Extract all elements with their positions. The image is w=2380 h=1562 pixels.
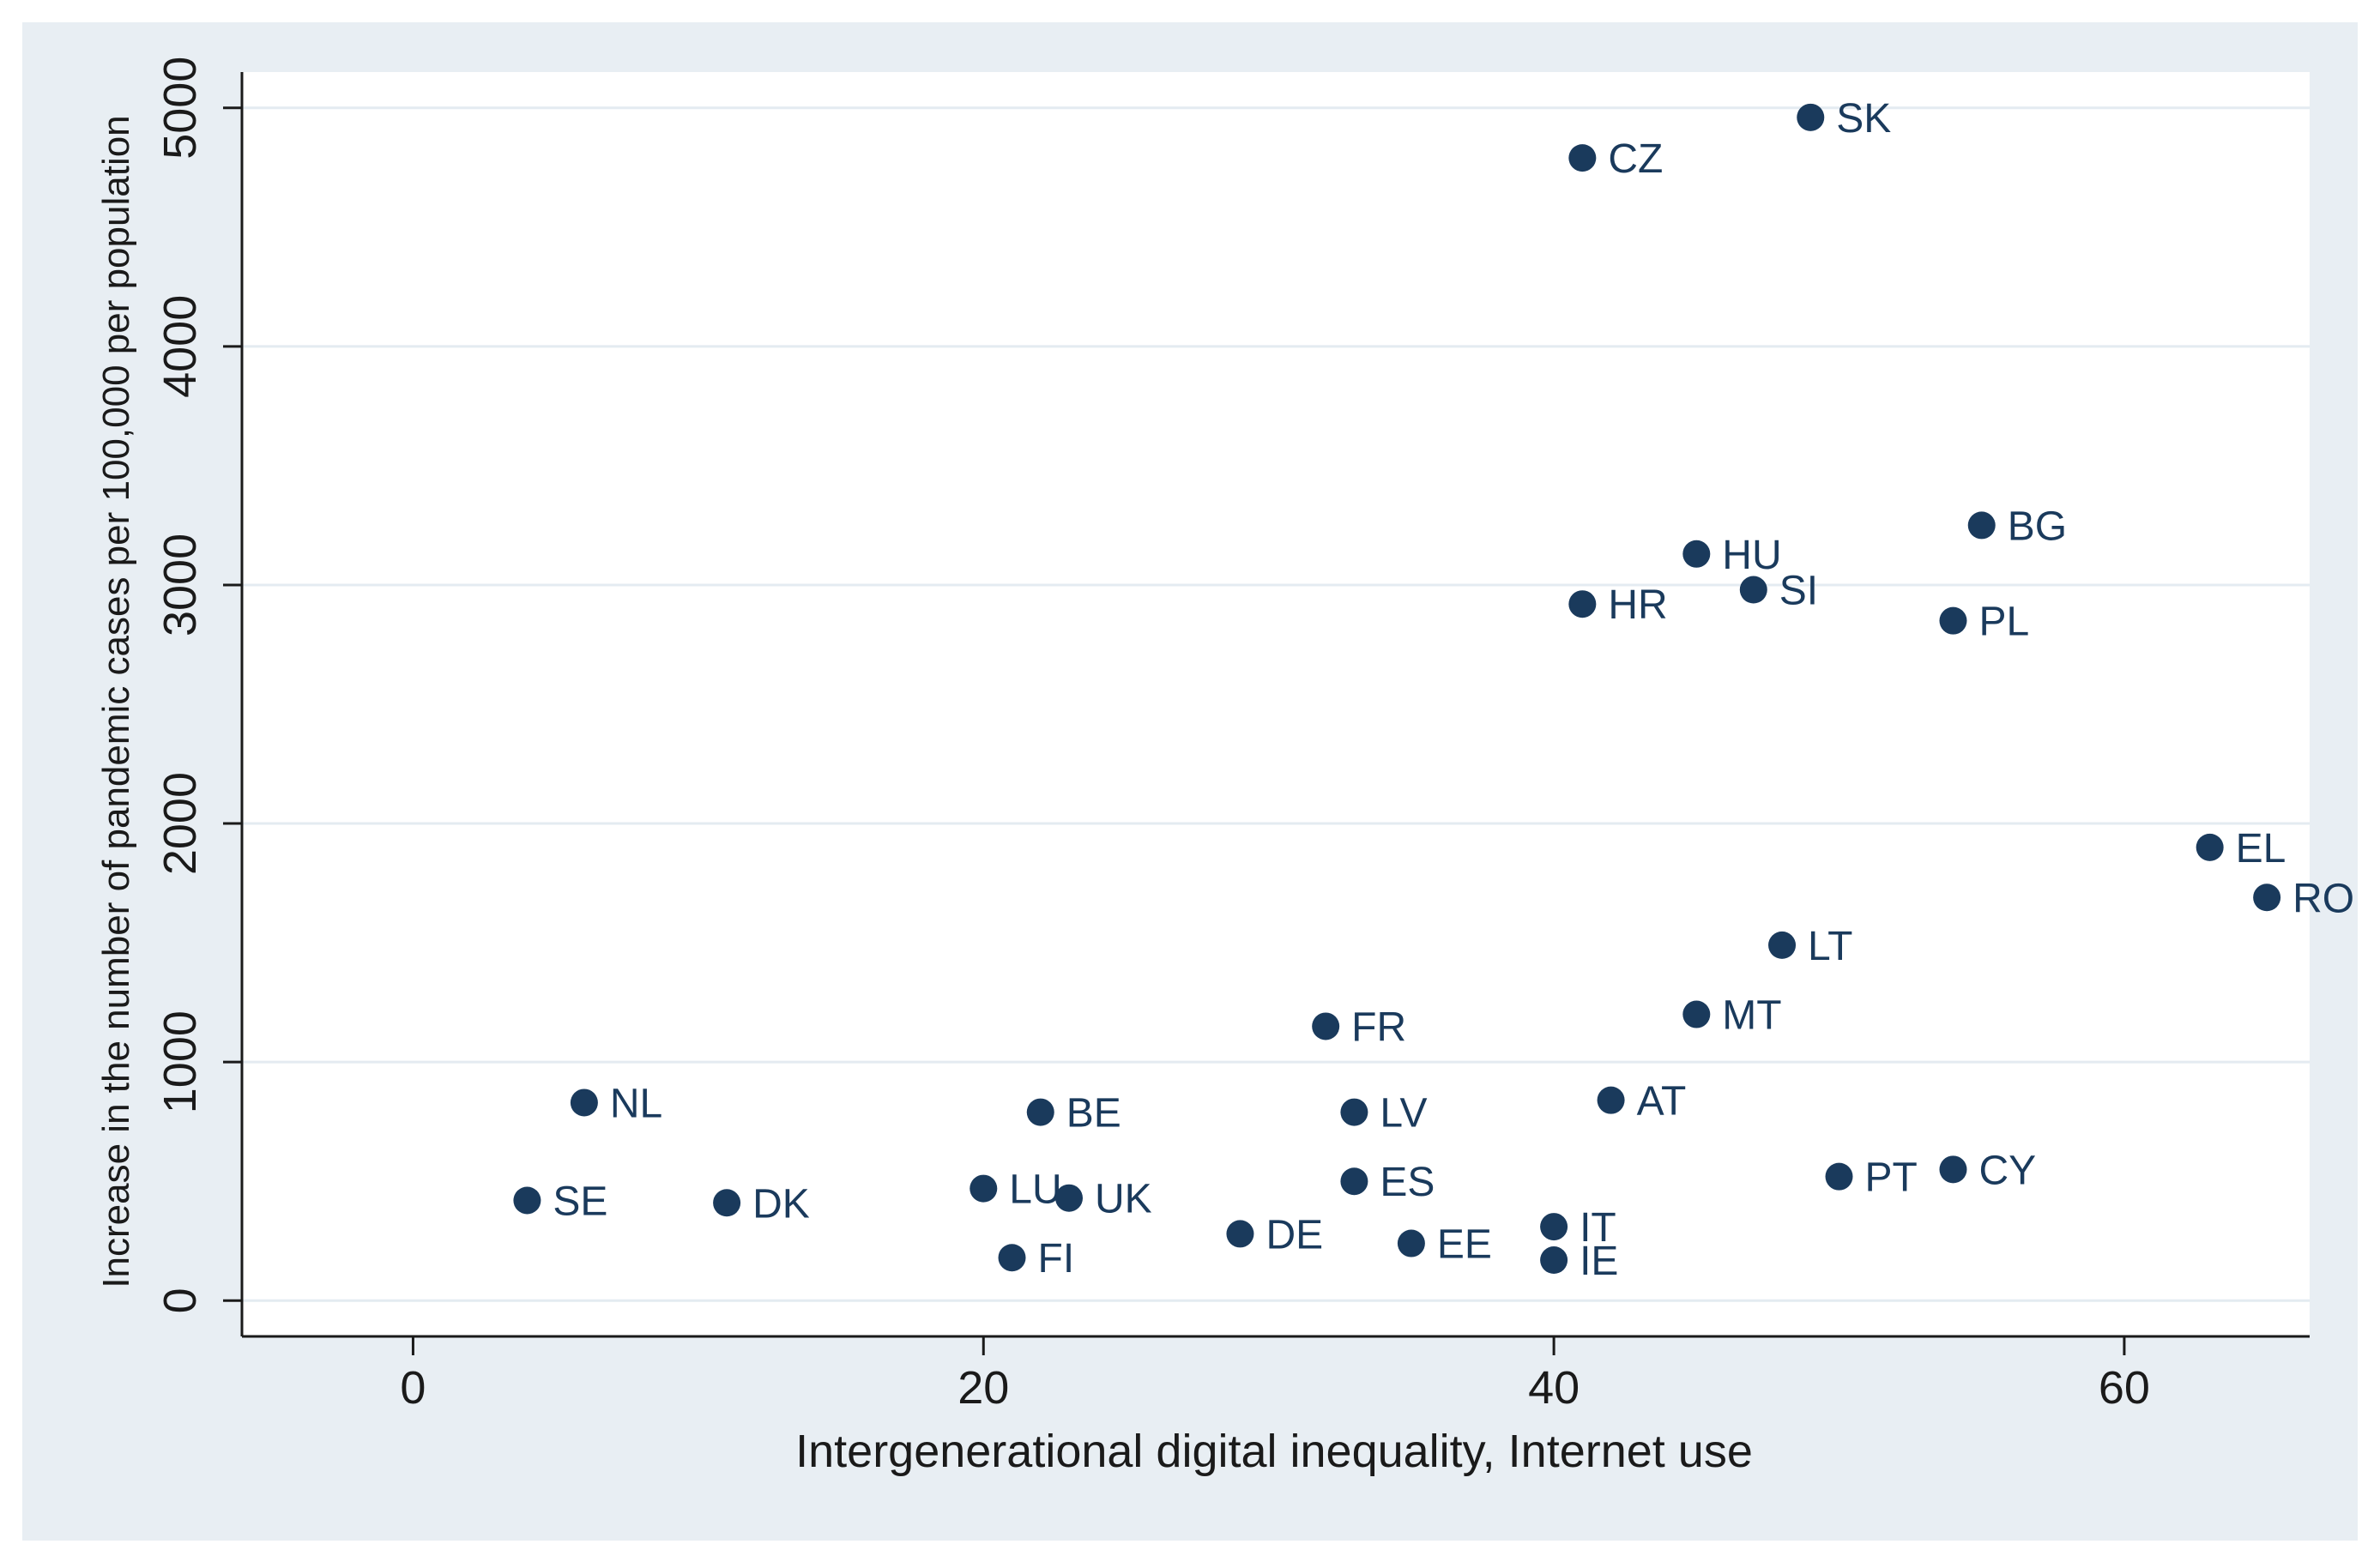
point-label-at: AT <box>1637 1079 1687 1125</box>
point-pl <box>1939 606 1967 635</box>
point-label-sk: SK <box>1836 96 1891 142</box>
x-axis-title: Intergenerational digital inequality, In… <box>795 1426 1753 1477</box>
point-ro <box>2253 884 2281 912</box>
point-ie <box>1540 1246 1568 1275</box>
y-ticks: 0 1000 2000 3000 4000 5000 <box>154 57 242 1313</box>
point-label-cy: CY <box>1978 1148 2036 1193</box>
point-label-se: SE <box>553 1179 607 1224</box>
point-ee <box>1397 1229 1425 1257</box>
y-tick-label-3000: 3000 <box>154 534 206 636</box>
x-tick-label-60: 60 <box>2099 1362 2150 1414</box>
point-label-si: SI <box>1779 569 1818 614</box>
point-label-ee: EE <box>1437 1222 1492 1268</box>
point-label-lv: LV <box>1380 1091 1427 1137</box>
point-lv <box>1340 1098 1368 1126</box>
point-de <box>1226 1220 1254 1248</box>
point-at <box>1597 1086 1625 1114</box>
point-label-mt: MT <box>1722 993 1781 1039</box>
x-tick-label-0: 0 <box>400 1362 426 1414</box>
point-si <box>1739 576 1767 604</box>
point-label-ie: IE <box>1580 1239 1618 1284</box>
plot-area <box>242 72 2310 1336</box>
point-label-pl: PL <box>1978 600 2029 645</box>
point-lu <box>970 1174 998 1203</box>
point-uk <box>1055 1184 1083 1212</box>
point-pt <box>1825 1162 1853 1191</box>
point-label-uk: UK <box>1095 1177 1152 1222</box>
point-dk <box>713 1189 741 1217</box>
point-mt <box>1682 1000 1711 1028</box>
point-cy <box>1939 1155 1967 1184</box>
point-label-pt: PT <box>1865 1155 1918 1201</box>
point-fr <box>1312 1012 1340 1040</box>
point-label-cz: CZ <box>1608 136 1663 182</box>
gridlines <box>242 106 2310 1302</box>
y-tick-label-5000: 5000 <box>154 57 206 160</box>
point-label-lu: LU <box>1009 1167 1061 1213</box>
x-tick-label-40: 40 <box>1528 1362 1580 1414</box>
point-label-fi: FI <box>1038 1236 1075 1282</box>
y-tick-label-2000: 2000 <box>154 772 206 875</box>
point-el <box>2196 833 2224 861</box>
point-label-lt: LT <box>1808 924 1852 969</box>
y-tick-label-0: 0 <box>154 1288 206 1313</box>
point-label-be: BE <box>1066 1091 1121 1137</box>
point-bg <box>1967 511 1996 540</box>
point-hu <box>1682 540 1711 568</box>
point-lt <box>1768 931 1797 959</box>
point-es <box>1340 1167 1368 1196</box>
x-ticks: 0 20 40 60 <box>400 1336 2150 1414</box>
point-se <box>513 1186 541 1215</box>
y-tick-label-4000: 4000 <box>154 295 206 398</box>
point-label-ro: RO <box>2292 876 2354 921</box>
point-it <box>1540 1213 1568 1241</box>
point-label-de: DE <box>1266 1212 1323 1257</box>
y-axis-title: Increase in the number of pandemic cases… <box>95 115 137 1288</box>
point-label-es: ES <box>1380 1160 1435 1205</box>
point-be <box>1026 1098 1054 1126</box>
x-tick-label-20: 20 <box>957 1362 1009 1414</box>
point-label-hr: HR <box>1608 582 1667 628</box>
axes <box>240 72 2310 1338</box>
point-label-nl: NL <box>610 1081 662 1126</box>
y-tick-label-1000: 1000 <box>154 1010 206 1113</box>
point-label-el: EL <box>2236 826 2286 871</box>
point-label-hu: HU <box>1722 533 1781 578</box>
point-sk <box>1797 103 1825 131</box>
point-hr <box>1568 590 1597 618</box>
point-cz <box>1568 144 1597 172</box>
point-label-it: IT <box>1580 1205 1616 1251</box>
point-label-dk: DK <box>752 1181 810 1227</box>
point-nl <box>570 1089 598 1117</box>
point-fi <box>998 1244 1026 1272</box>
point-label-bg: BG <box>2008 504 2067 549</box>
point-label-fr: FR <box>1351 1004 1406 1050</box>
